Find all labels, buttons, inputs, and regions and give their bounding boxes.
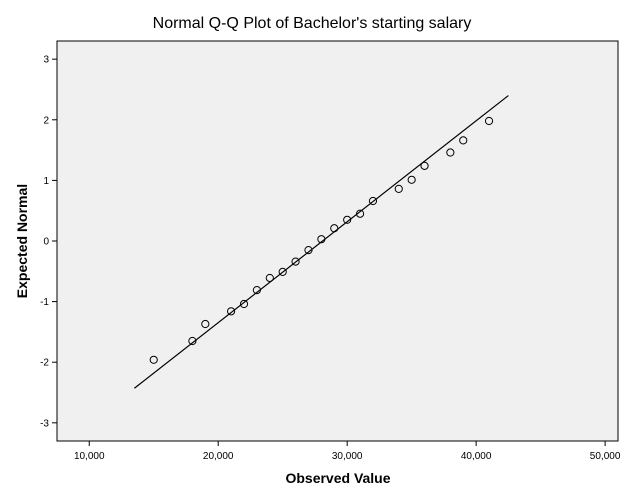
data-point <box>201 319 210 329</box>
x-tick-label: 10,000 <box>74 451 105 462</box>
x-tick-label: 50,000 <box>590 451 621 462</box>
data-point <box>304 245 313 255</box>
data-point <box>459 136 468 145</box>
data-point <box>317 235 326 244</box>
data-point <box>291 257 300 266</box>
data-point <box>265 273 274 283</box>
x-tick-label: 20,000 <box>203 451 234 462</box>
data-point <box>446 148 455 157</box>
x-tick-label: 40,000 <box>461 451 492 462</box>
y-tick-label: -3 <box>40 418 49 429</box>
data-point <box>188 336 197 346</box>
x-axis: 10,000 20,000 30,000 40,000 50,000 <box>74 441 621 462</box>
data-point <box>368 196 378 206</box>
y-tick-label: -2 <box>40 358 49 369</box>
data-point <box>407 175 416 184</box>
data-point <box>330 224 339 233</box>
data-point <box>227 307 236 316</box>
data-point <box>252 285 261 295</box>
y-tick-label: 0 <box>43 237 49 248</box>
data-point <box>355 209 365 218</box>
data-point <box>394 184 403 193</box>
y-tick-label: 3 <box>43 55 49 66</box>
plot-area <box>56 40 619 442</box>
reference-line <box>134 95 509 389</box>
reference-line-group <box>134 95 509 389</box>
y-tick-label: 1 <box>43 176 49 187</box>
data-point <box>278 267 287 277</box>
x-axis-label: Observed Value <box>285 470 390 486</box>
y-tick-label: 2 <box>43 115 49 126</box>
y-axis: 3 2 1 0 -1 -2 -3 <box>40 55 57 429</box>
y-tick-label: -1 <box>40 297 49 308</box>
x-tick-label: 30,000 <box>332 451 363 462</box>
chart-title: Normal Q-Q Plot of Bachelor's starting s… <box>153 15 472 32</box>
data-points <box>149 116 494 364</box>
data-point <box>343 215 352 224</box>
data-point <box>484 116 494 126</box>
data-point <box>149 355 158 364</box>
data-point <box>239 299 249 309</box>
y-axis-label: Expected Normal <box>14 184 30 298</box>
data-point <box>420 161 429 170</box>
